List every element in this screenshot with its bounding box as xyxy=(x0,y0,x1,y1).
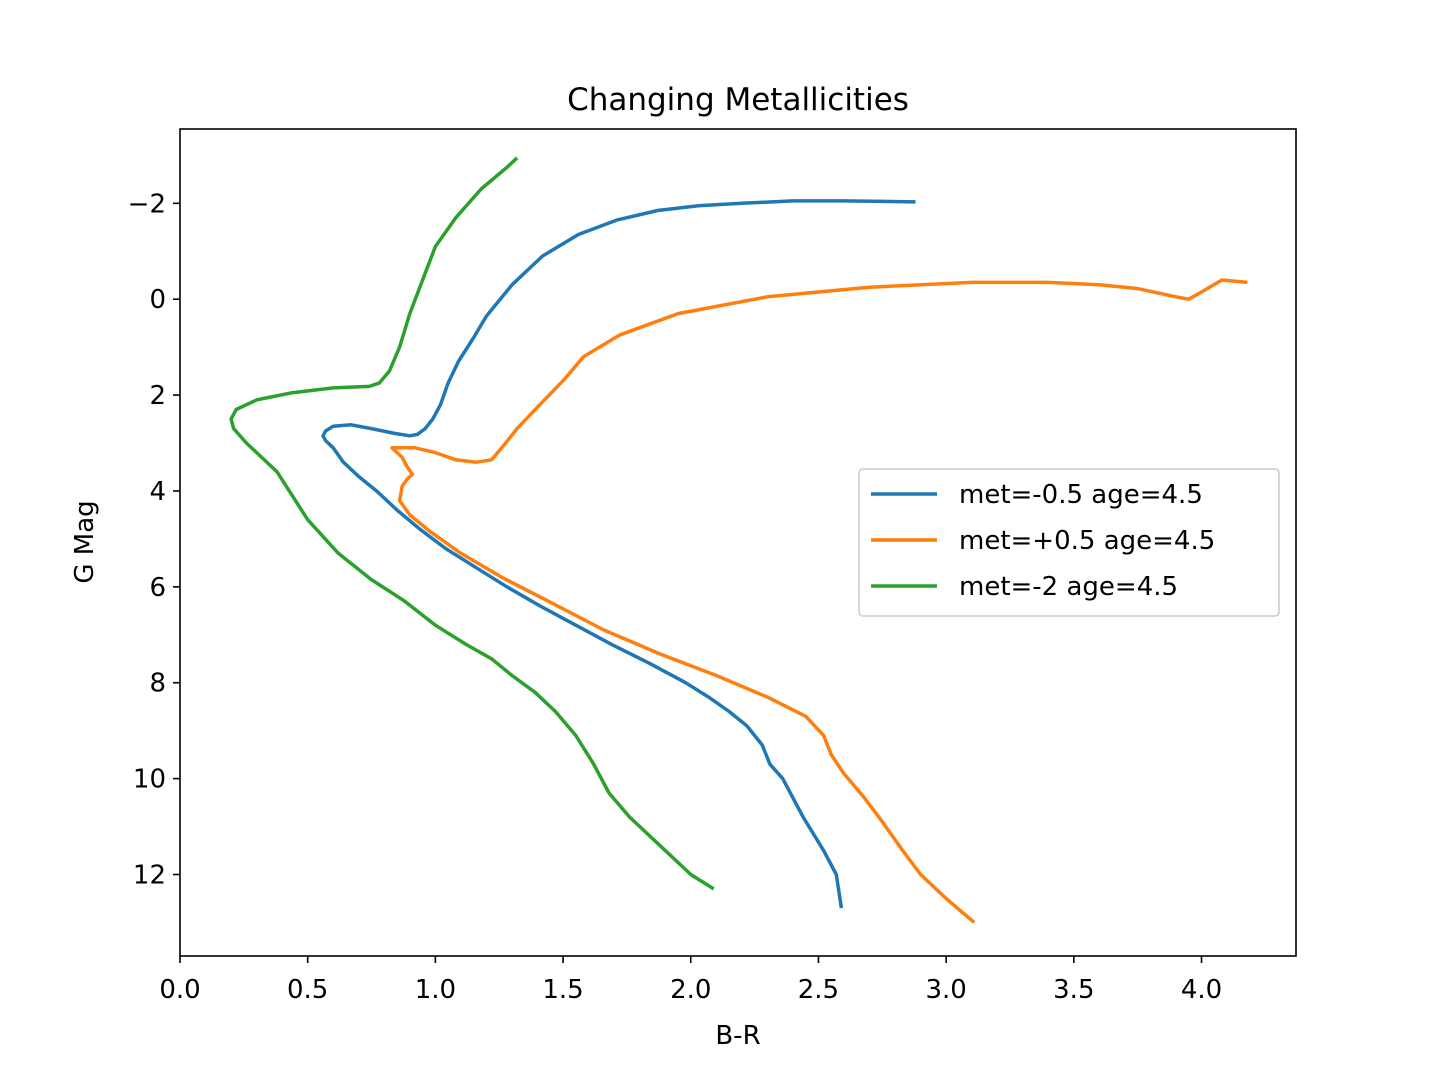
x-tick-label: 1.0 xyxy=(415,975,456,1005)
chart-title: Changing Metallicities xyxy=(567,82,909,118)
series-line-2 xyxy=(390,278,1248,924)
x-tick-label: 2.5 xyxy=(798,975,839,1005)
legend-label-1: met=-0.5 age=4.5 xyxy=(959,480,1203,510)
x-axis: 0.0 0.5 1.0 1.5 2.0 2.5 3.0 3.5 4.0 xyxy=(159,956,1222,1005)
series-line-3 xyxy=(229,156,715,891)
x-tick-label: 3.5 xyxy=(1053,975,1094,1005)
y-tick-label: 8 xyxy=(149,669,166,699)
y-tick-label: −2 xyxy=(128,189,166,219)
x-tick-label: 1.5 xyxy=(542,975,583,1005)
series-layer xyxy=(229,156,1248,924)
series-line-1 xyxy=(321,199,916,909)
x-tick-label: 0.5 xyxy=(287,975,328,1005)
plot-frame xyxy=(179,128,1297,957)
y-tick-label: 10 xyxy=(133,765,166,795)
x-tick-label: 0.0 xyxy=(159,975,200,1005)
legend: met=-0.5 age=4.5 met=+0.5 age=4.5 met=-2 a… xyxy=(858,468,1280,617)
x-tick-label: 2.0 xyxy=(670,975,711,1005)
y-axis-label: G Mag xyxy=(70,500,100,583)
x-axis-label: B-R xyxy=(715,1021,760,1051)
y-tick-label: 6 xyxy=(149,573,166,603)
legend-label-3: met=-2 age=4.5 xyxy=(959,572,1178,602)
y-tick-label: 2 xyxy=(149,381,166,411)
legend-label-2: met=+0.5 age=4.5 xyxy=(959,526,1215,556)
y-tick-label: 12 xyxy=(133,860,166,890)
x-tick-label: 4.0 xyxy=(1181,975,1222,1005)
y-tick-label: 0 xyxy=(149,285,166,315)
x-tick-label: 3.0 xyxy=(925,975,966,1005)
y-axis: −2 0 2 4 6 8 10 12 xyxy=(128,189,180,890)
y-tick-label: 4 xyxy=(149,477,166,507)
legend-box xyxy=(858,468,1280,617)
